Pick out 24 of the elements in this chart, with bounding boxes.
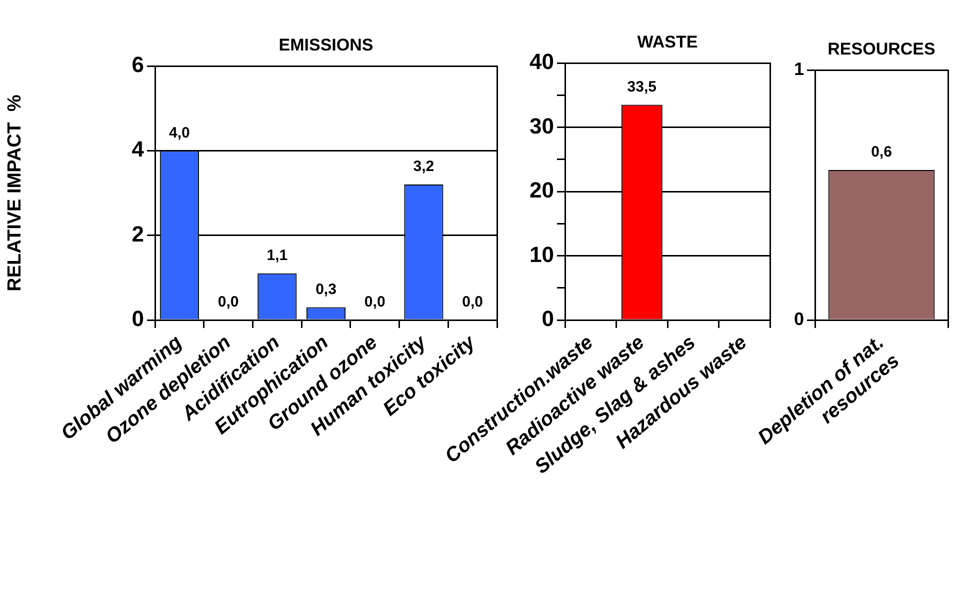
y-tick-label: 0 — [794, 308, 804, 329]
data-label: 0,6 — [871, 144, 892, 161]
data-label: 0,0 — [218, 294, 239, 311]
data-label: 33,5 — [627, 78, 656, 96]
y-tick-label: 0 — [542, 306, 554, 332]
y-tick-label: 30 — [530, 113, 554, 138]
data-label: 0,0 — [462, 294, 483, 311]
y-axis-title: RELATIVE IMPACT % — [4, 94, 26, 292]
data-label: 1,1 — [266, 247, 288, 264]
data-label: 0,3 — [316, 280, 336, 298]
chart-title: EMISSIONS — [278, 36, 374, 55]
data-label: 0,0 — [364, 294, 386, 311]
chart-title: WASTE — [637, 32, 698, 52]
y-tick-label: 0 — [132, 306, 144, 332]
chart-title: RESOURCES — [828, 40, 936, 59]
y-tick-label: 2 — [132, 221, 144, 246]
y-tick-label: 10 — [530, 242, 554, 267]
y-tick-label: 4 — [132, 136, 145, 162]
data-label: 4,0 — [169, 124, 190, 142]
y-tick-label: 1 — [794, 58, 804, 79]
y-tick-label: 20 — [530, 178, 554, 203]
y-tick-label: 40 — [530, 49, 554, 74]
y-tick-label: 6 — [132, 52, 144, 78]
data-label: 3,2 — [413, 158, 434, 176]
